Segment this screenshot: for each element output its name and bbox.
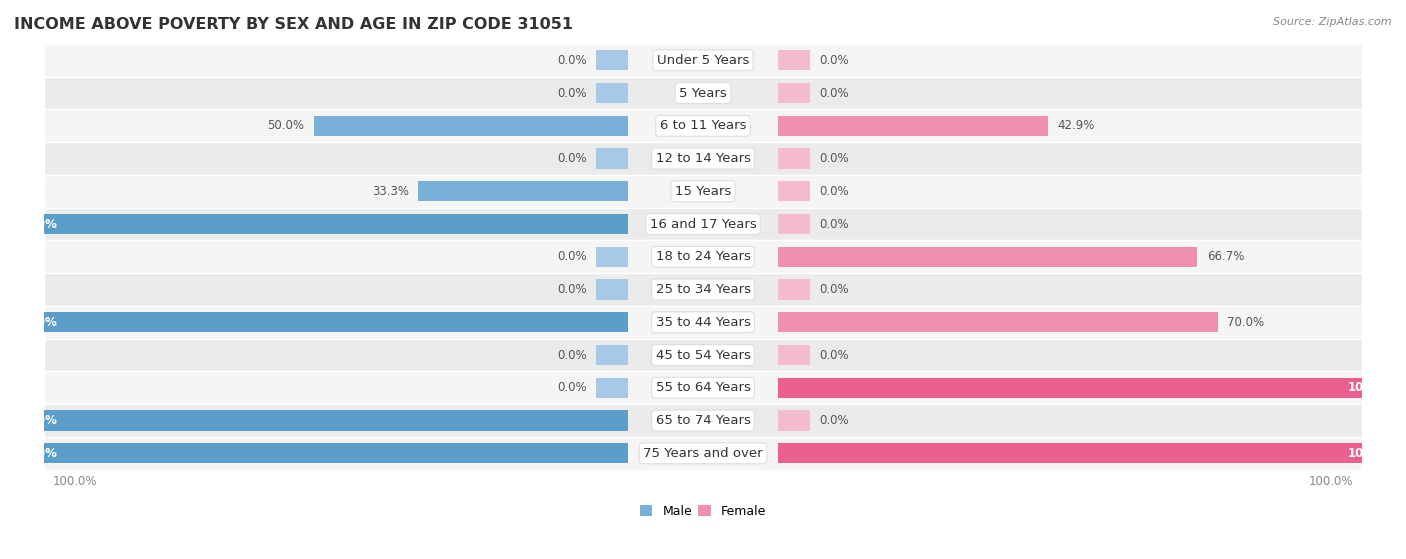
Bar xyxy=(596,83,627,103)
Text: 100.0%: 100.0% xyxy=(8,414,58,427)
Bar xyxy=(44,240,1362,273)
Text: Source: ZipAtlas.com: Source: ZipAtlas.com xyxy=(1274,17,1392,27)
Bar xyxy=(779,345,810,365)
Legend: Male, Female: Male, Female xyxy=(636,500,770,523)
Bar xyxy=(314,116,627,136)
Text: 5 Years: 5 Years xyxy=(679,87,727,100)
Bar xyxy=(0,214,627,234)
Text: 0.0%: 0.0% xyxy=(820,185,849,198)
Bar xyxy=(779,116,1047,136)
Bar xyxy=(779,83,810,103)
Text: 0.0%: 0.0% xyxy=(557,283,586,296)
Bar xyxy=(44,306,1362,339)
Text: 6 to 11 Years: 6 to 11 Years xyxy=(659,119,747,132)
Text: 100.0%: 100.0% xyxy=(1348,381,1398,394)
Text: 0.0%: 0.0% xyxy=(820,54,849,67)
Text: 0.0%: 0.0% xyxy=(557,250,586,263)
Text: 100.0%: 100.0% xyxy=(8,217,58,230)
Text: 70.0%: 70.0% xyxy=(1227,316,1264,329)
Bar xyxy=(44,339,1362,371)
Text: 45 to 54 Years: 45 to 54 Years xyxy=(655,349,751,362)
Bar xyxy=(44,110,1362,142)
Bar xyxy=(596,378,627,398)
Bar xyxy=(44,44,1362,77)
Bar xyxy=(596,50,627,70)
Bar xyxy=(419,181,627,201)
Bar xyxy=(596,148,627,169)
Bar xyxy=(44,142,1362,175)
Bar xyxy=(44,371,1362,404)
Text: 100.0%: 100.0% xyxy=(1309,475,1354,487)
Text: 15 Years: 15 Years xyxy=(675,185,731,198)
Text: 65 to 74 Years: 65 to 74 Years xyxy=(655,414,751,427)
Bar xyxy=(596,247,627,267)
Text: 0.0%: 0.0% xyxy=(820,414,849,427)
Bar xyxy=(779,410,810,431)
Bar xyxy=(779,280,810,300)
Text: 100.0%: 100.0% xyxy=(1348,447,1398,460)
Bar xyxy=(0,312,627,333)
Text: 0.0%: 0.0% xyxy=(557,87,586,100)
Text: INCOME ABOVE POVERTY BY SEX AND AGE IN ZIP CODE 31051: INCOME ABOVE POVERTY BY SEX AND AGE IN Z… xyxy=(14,17,574,32)
Text: 42.9%: 42.9% xyxy=(1057,119,1095,132)
Bar xyxy=(779,443,1406,463)
Text: 0.0%: 0.0% xyxy=(820,349,849,362)
Bar xyxy=(44,273,1362,306)
Bar xyxy=(779,312,1218,333)
Bar xyxy=(0,443,627,463)
Text: 50.0%: 50.0% xyxy=(267,119,304,132)
Text: 12 to 14 Years: 12 to 14 Years xyxy=(655,152,751,165)
Text: 25 to 34 Years: 25 to 34 Years xyxy=(655,283,751,296)
Bar xyxy=(779,50,810,70)
Bar xyxy=(596,280,627,300)
Text: 100.0%: 100.0% xyxy=(8,316,58,329)
Text: 35 to 44 Years: 35 to 44 Years xyxy=(655,316,751,329)
Bar xyxy=(779,214,810,234)
Text: 0.0%: 0.0% xyxy=(557,54,586,67)
Bar xyxy=(44,208,1362,240)
Bar xyxy=(596,345,627,365)
Bar xyxy=(44,437,1362,470)
Bar xyxy=(779,247,1198,267)
Text: Under 5 Years: Under 5 Years xyxy=(657,54,749,67)
Bar xyxy=(779,378,1406,398)
Bar xyxy=(44,77,1362,110)
Text: 0.0%: 0.0% xyxy=(557,381,586,394)
Bar xyxy=(0,410,627,431)
Text: 0.0%: 0.0% xyxy=(557,349,586,362)
Text: 33.3%: 33.3% xyxy=(373,185,409,198)
Text: 0.0%: 0.0% xyxy=(820,283,849,296)
Text: 0.0%: 0.0% xyxy=(557,152,586,165)
Bar xyxy=(779,148,810,169)
Text: 100.0%: 100.0% xyxy=(52,475,97,487)
Text: 18 to 24 Years: 18 to 24 Years xyxy=(655,250,751,263)
Text: 16 and 17 Years: 16 and 17 Years xyxy=(650,217,756,230)
Text: 66.7%: 66.7% xyxy=(1206,250,1244,263)
Bar xyxy=(779,181,810,201)
Text: 55 to 64 Years: 55 to 64 Years xyxy=(655,381,751,394)
Text: 0.0%: 0.0% xyxy=(820,87,849,100)
Text: 100.0%: 100.0% xyxy=(8,447,58,460)
Text: 0.0%: 0.0% xyxy=(820,152,849,165)
Text: 75 Years and over: 75 Years and over xyxy=(643,447,763,460)
Bar xyxy=(44,175,1362,208)
Bar xyxy=(44,404,1362,437)
Text: 0.0%: 0.0% xyxy=(820,217,849,230)
